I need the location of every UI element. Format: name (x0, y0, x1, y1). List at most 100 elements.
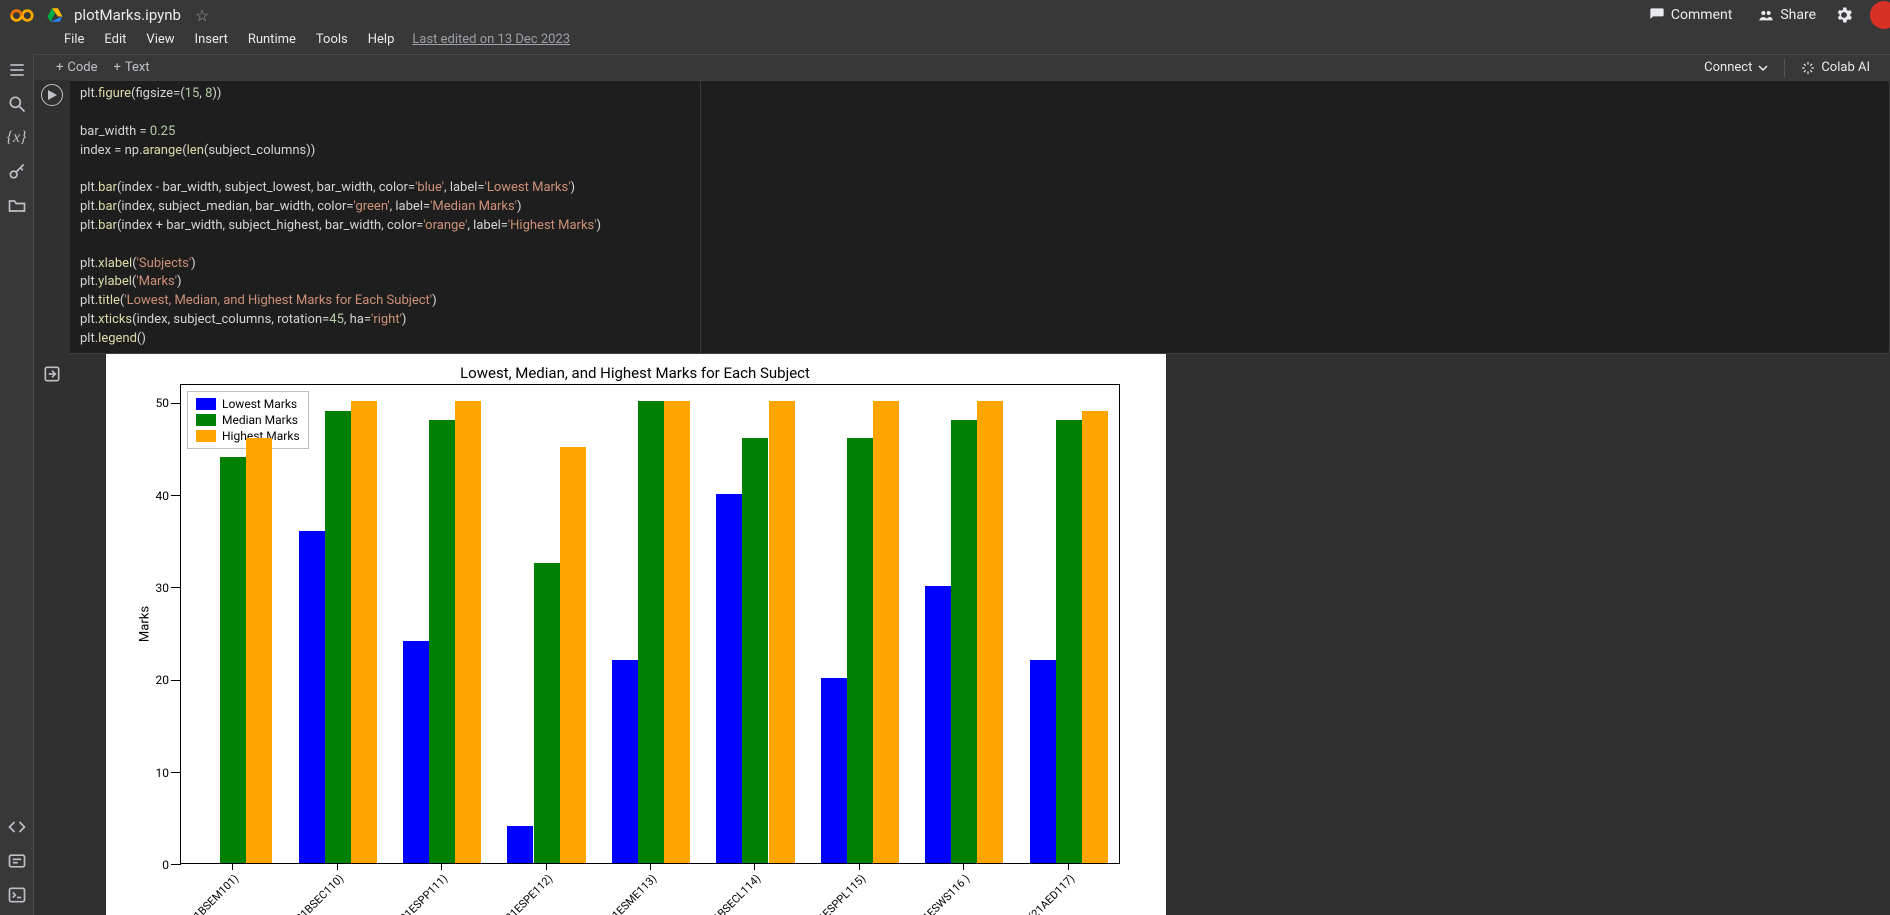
sparkle-icon (1801, 61, 1815, 75)
drive-icon (46, 6, 64, 24)
bar (638, 401, 664, 863)
bar (325, 411, 351, 863)
bar (560, 447, 586, 862)
colab-ai-label: Colab AI (1821, 60, 1870, 75)
menu-bar: FileEditView InsertRuntimeToolsHelp Last e… (0, 28, 1890, 54)
plus-icon: + (114, 60, 121, 75)
connect-button[interactable]: Connect (1694, 58, 1778, 77)
legend-swatch (196, 398, 216, 410)
bar (742, 438, 768, 863)
add-text-label: Text (125, 60, 150, 75)
xtick-label: s - I (21BSEM101) (170, 872, 241, 915)
output-collapse-icon[interactable] (42, 364, 62, 384)
share-button[interactable]: Share (1750, 3, 1824, 27)
menu-help[interactable]: Help (360, 30, 403, 49)
colab-header: plotMarks.ipynb ☆ Comment Share FileEdit… (0, 0, 1890, 55)
chart-title: Lowest, Median, and Highest Marks for Ea… (110, 358, 1160, 384)
bar (534, 563, 560, 863)
xtick-label: tory(21ESPPL115) (795, 872, 868, 915)
run-cell-button[interactable] (41, 84, 63, 106)
xtick-label: onics(21ESPE112) (481, 872, 555, 915)
bar (220, 457, 246, 863)
xtick-label: ing & Innovation (21AED117) (969, 872, 1077, 915)
legend-swatch (196, 430, 216, 442)
menu-view[interactable]: View (138, 30, 182, 49)
matplotlib-figure: Lowest, Median, and Highest Marks for Ea… (110, 358, 1160, 915)
output-cell: Lowest, Median, and Highest Marks for Ea… (34, 354, 1890, 915)
bar (429, 420, 455, 863)
bar (873, 401, 899, 863)
bar (664, 401, 690, 863)
xtick-label: tice(21ESWS116 ) (901, 872, 973, 915)
bar (821, 678, 847, 863)
add-code-button[interactable]: + Code (48, 58, 106, 77)
bar (351, 401, 377, 863)
last-edited-link[interactable]: Last edited on 13 Dec 2023 (412, 32, 570, 47)
star-icon[interactable]: ☆ (195, 6, 209, 25)
ytick-label: 50 (141, 396, 169, 410)
plus-icon: + (56, 60, 63, 75)
share-label: Share (1780, 7, 1816, 23)
ytick-label: 30 (141, 581, 169, 595)
chart-ylabel: Marks (138, 606, 153, 642)
bar (951, 420, 977, 863)
xtick-label: istry(21BSEC110) (276, 872, 346, 915)
chevron-down-icon (1758, 63, 1768, 73)
divider (1784, 59, 1785, 77)
legend-label: Median Marks (222, 413, 298, 427)
menu-runtime[interactable]: Runtime (240, 30, 304, 49)
folder-icon[interactable] (7, 196, 27, 216)
account-avatar[interactable] (1870, 1, 1890, 29)
menu-tools[interactable]: Tools (308, 30, 356, 49)
colab-ai-button[interactable]: Colab AI (1791, 58, 1880, 77)
add-text-button[interactable]: + Text (106, 58, 158, 77)
menu-insert[interactable]: Insert (187, 30, 236, 49)
bar (1030, 660, 1056, 863)
bar (403, 641, 429, 863)
chart-axes: Marks Lowest MarksMedian MarksHighest Ma… (180, 384, 1120, 864)
ytick-label: 40 (141, 489, 169, 503)
legend-label: Lowest Marks (222, 397, 297, 411)
bar (299, 531, 325, 863)
terminal-icon[interactable] (7, 885, 27, 905)
toc-icon[interactable] (7, 60, 27, 80)
code-cell: plt.figure(figsize=(15, 8)) bar_width = … (34, 80, 1890, 354)
bar (246, 438, 272, 863)
notebook-filename[interactable]: plotMarks.ipynb (74, 6, 181, 24)
bar (1056, 420, 1082, 863)
xtick-label: lving(21ESPP111) (379, 872, 450, 915)
ytick-label: 0 (141, 858, 169, 872)
bar (716, 494, 742, 863)
bar (925, 586, 951, 863)
menu-edit[interactable]: Edit (96, 30, 134, 49)
ytick-label: 20 (141, 673, 169, 687)
bar (507, 826, 533, 863)
notebook-toolbar: + Code + Text Connect Colab AI (0, 55, 1890, 81)
search-icon[interactable] (7, 94, 27, 114)
xtick-label: nces(21ESME113) (586, 872, 659, 915)
command-palette-icon[interactable] (7, 851, 27, 871)
comment-icon (1649, 7, 1665, 23)
notebook-area: plt.figure(figsize=(15, 8)) bar_width = … (34, 80, 1890, 915)
bar (612, 660, 638, 863)
vars-icon[interactable]: {x} (7, 128, 27, 148)
share-icon (1758, 7, 1774, 23)
menu-file[interactable]: File (56, 30, 92, 49)
code-snippet-icon[interactable] (7, 817, 27, 837)
add-code-label: Code (67, 60, 97, 75)
comment-button[interactable]: Comment (1641, 3, 1740, 27)
comment-label: Comment (1671, 7, 1732, 23)
connect-label: Connect (1704, 60, 1752, 75)
code-editor[interactable]: plt.figure(figsize=(15, 8)) bar_width = … (70, 80, 1890, 354)
legend-swatch (196, 414, 216, 426)
settings-button[interactable] (1834, 5, 1854, 25)
key-icon[interactable] (7, 162, 27, 182)
editor-ruler (700, 81, 701, 353)
output-gutter (34, 354, 70, 915)
gear-icon (1834, 5, 1854, 25)
legend-item: Lowest Marks (196, 396, 300, 412)
bar (769, 401, 795, 863)
legend-item: Median Marks (196, 412, 300, 428)
chart-xticks: s - I (21BSEM101)istry(21BSEC110)lving(2… (180, 864, 1120, 915)
bar (455, 401, 481, 863)
